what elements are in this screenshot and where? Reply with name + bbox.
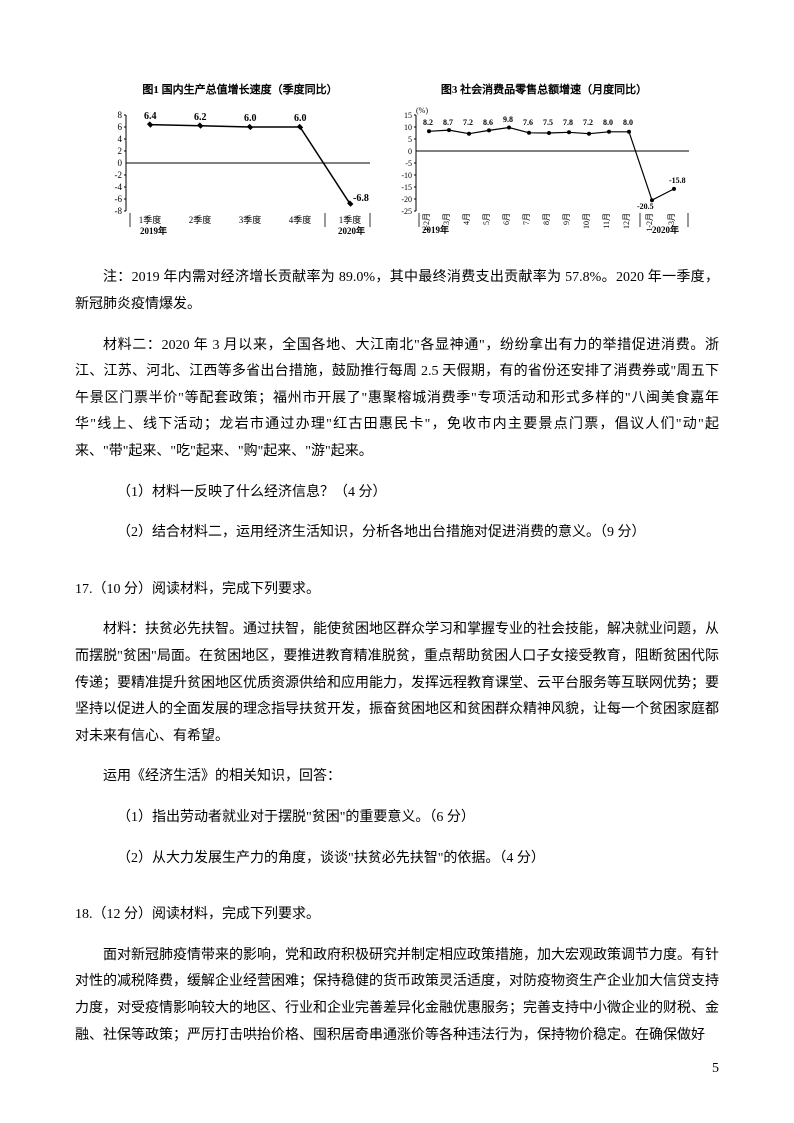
svg-text:2季度: 2季度 xyxy=(189,214,212,225)
svg-text:8.6: 8.6 xyxy=(483,118,493,127)
chart3-svg: (%) 15 10 5 0 -5 -10 -15 -20 -25 xyxy=(394,105,694,235)
q18-para: 面对新冠肺疫情带来的影响，党和政府积极研究并制定相应政策措施，加大宏观政策调节力… xyxy=(75,943,719,1049)
svg-text:8.0: 8.0 xyxy=(603,118,613,127)
q17-prompt: 运用《经济生活》的相关知识，回答： xyxy=(75,764,719,791)
chart1-title: 图1 国内生产总值增长速度（季度同比） xyxy=(100,80,380,101)
svg-text:2: 2 xyxy=(118,146,123,156)
svg-text:2020年: 2020年 xyxy=(652,224,679,235)
svg-text:-6.8: -6.8 xyxy=(353,193,369,204)
charts-row: 图1 国内生产总值增长速度（季度同比） 8 6 4 2 0 -2 -4 -6 -… xyxy=(75,80,719,245)
svg-text:0: 0 xyxy=(408,147,412,156)
q17-heading: 17.（10 分）阅读材料，完成下列要求。 xyxy=(75,577,719,604)
sub-question-1: （1）材料一反映了什么经济信息？（4 分） xyxy=(75,480,719,507)
svg-text:12月: 12月 xyxy=(622,213,631,229)
svg-text:6月: 6月 xyxy=(502,213,511,225)
svg-text:3季度: 3季度 xyxy=(239,214,262,225)
material2-text: 材料二：2020 年 3 月以来，全国各地、大江南北"各显神通"，纷纷拿出有力的… xyxy=(75,333,719,466)
q18-heading: 18.（12 分）阅读材料，完成下列要求。 xyxy=(75,902,719,929)
svg-text:-2: -2 xyxy=(115,170,123,180)
svg-text:8.0: 8.0 xyxy=(623,118,633,127)
svg-text:8.7: 8.7 xyxy=(443,118,453,127)
svg-text:7.8: 7.8 xyxy=(563,118,573,127)
svg-text:-15.8: -15.8 xyxy=(669,176,686,185)
q17-sq2: （2）从大力发展生产力的角度，谈谈"扶贫必先扶智"的依据。（4 分） xyxy=(75,846,719,873)
note-text: 注：2019 年内需对经济增长贡献率为 89.0%，其中最终消费支出贡献率为 5… xyxy=(75,265,719,318)
svg-text:4: 4 xyxy=(118,134,123,144)
svg-text:4季度: 4季度 xyxy=(289,214,312,225)
svg-text:3月: 3月 xyxy=(442,213,451,225)
svg-text:-4: -4 xyxy=(115,182,123,192)
svg-text:1季度: 1季度 xyxy=(139,214,162,225)
svg-text:15: 15 xyxy=(404,111,412,120)
page-number: 5 xyxy=(712,1056,719,1083)
svg-text:1季度: 1季度 xyxy=(339,214,362,225)
svg-text:7.2: 7.2 xyxy=(583,118,593,127)
svg-text:-8: -8 xyxy=(115,206,123,216)
svg-text:-6: -6 xyxy=(115,194,123,204)
svg-text:8: 8 xyxy=(118,110,123,120)
svg-text:-15: -15 xyxy=(401,183,412,192)
svg-text:6.0: 6.0 xyxy=(244,113,257,124)
svg-text:-20.5: -20.5 xyxy=(637,202,654,211)
q17-material: 材料：扶贫必先扶智。通过扶智，能使贫困地区群众学习和掌握专业的社会技能，解决就业… xyxy=(75,617,719,750)
svg-text:8月: 8月 xyxy=(542,213,551,225)
svg-text:7.2: 7.2 xyxy=(463,118,473,127)
svg-text:3月: 3月 xyxy=(667,213,676,225)
svg-text:5月: 5月 xyxy=(482,213,491,225)
svg-text:5: 5 xyxy=(408,135,412,144)
chart3-title: 图3 社会消费品零售总额增速（月度同比） xyxy=(394,80,694,101)
svg-text:9.8: 9.8 xyxy=(503,115,513,124)
chart1-svg: 8 6 4 2 0 -2 -4 -6 -8 xyxy=(100,105,380,235)
svg-text:11月: 11月 xyxy=(602,213,611,229)
svg-text:2019年: 2019年 xyxy=(422,224,449,235)
svg-text:4月: 4月 xyxy=(462,213,471,225)
svg-text:7.6: 7.6 xyxy=(523,118,533,127)
svg-text:2019年: 2019年 xyxy=(140,225,167,235)
svg-text:-20: -20 xyxy=(401,195,412,204)
svg-text:8.2: 8.2 xyxy=(423,118,433,127)
svg-text:6.2: 6.2 xyxy=(194,112,207,123)
q17-sq1: （1）指出劳动者就业对于摆脱"贫困"的重要意义。（6 分） xyxy=(75,805,719,832)
sub-question-2: （2）结合材料二，运用经济生活知识，分析各地出台措施对促进消费的意义。（9 分） xyxy=(75,520,719,547)
svg-text:0: 0 xyxy=(118,158,123,168)
svg-text:7.5: 7.5 xyxy=(543,118,553,127)
svg-text:9月: 9月 xyxy=(562,213,571,225)
svg-text:-5: -5 xyxy=(405,159,412,168)
svg-text:6: 6 xyxy=(118,122,123,132)
svg-text:10月: 10月 xyxy=(582,213,591,229)
svg-text:-10: -10 xyxy=(401,171,412,180)
svg-text:7月: 7月 xyxy=(522,213,531,225)
svg-text:(%): (%) xyxy=(416,106,428,115)
svg-text:2020年: 2020年 xyxy=(338,225,365,235)
chart-gdp: 图1 国内生产总值增长速度（季度同比） 8 6 4 2 0 -2 -4 -6 -… xyxy=(100,80,380,245)
svg-text:6.0: 6.0 xyxy=(294,113,307,124)
svg-text:-25: -25 xyxy=(401,207,412,216)
svg-text:6.4: 6.4 xyxy=(144,111,157,122)
chart-retail: 图3 社会消费品零售总额增速（月度同比） (%) 15 10 5 0 -5 -1… xyxy=(394,80,694,245)
svg-text:10: 10 xyxy=(404,123,412,132)
